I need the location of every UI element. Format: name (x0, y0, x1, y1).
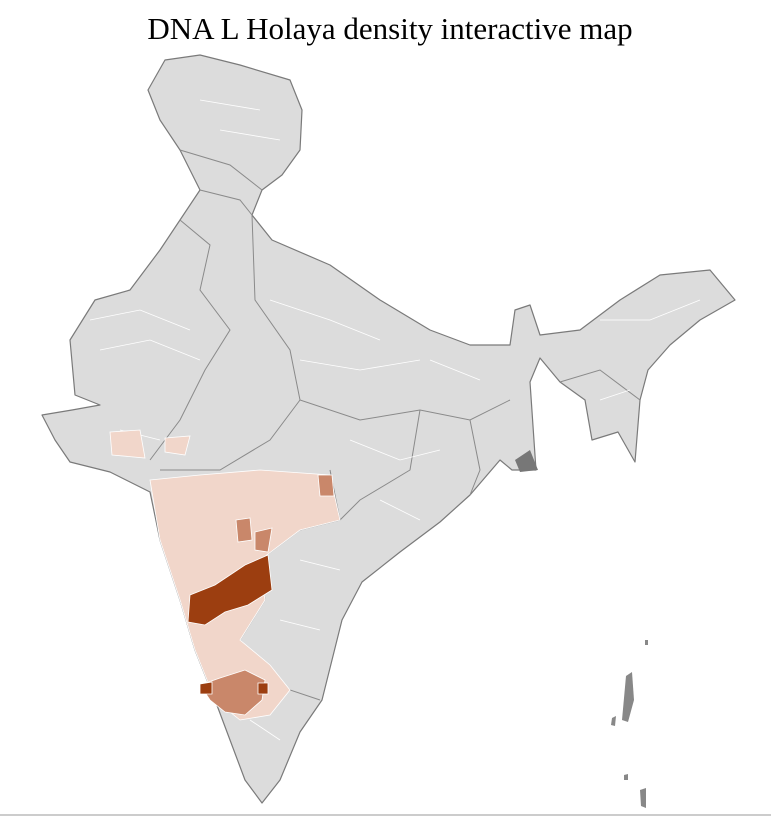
medium-density-area (199, 669, 266, 716)
state-border (469, 419, 481, 496)
district-lines (89, 99, 701, 741)
district-line (89, 99, 701, 741)
island (611, 716, 616, 726)
state-border (149, 219, 231, 461)
island (622, 672, 634, 722)
state-border (179, 149, 263, 191)
state-border (339, 409, 421, 521)
high-density-area (199, 681, 269, 695)
island (624, 774, 628, 780)
high-density-area (187, 554, 273, 626)
state-border (559, 369, 641, 401)
sundarbans (515, 450, 538, 472)
state-border (160, 399, 301, 471)
low-density-area (109, 429, 191, 459)
state-border (251, 214, 511, 421)
density-areas (109, 429, 341, 721)
medium-density-area (235, 474, 335, 553)
island (645, 640, 648, 645)
islands (611, 640, 648, 808)
map-title: DNA L Holaya density interactive map (147, 11, 632, 46)
island (640, 788, 646, 808)
state-border (199, 189, 253, 216)
